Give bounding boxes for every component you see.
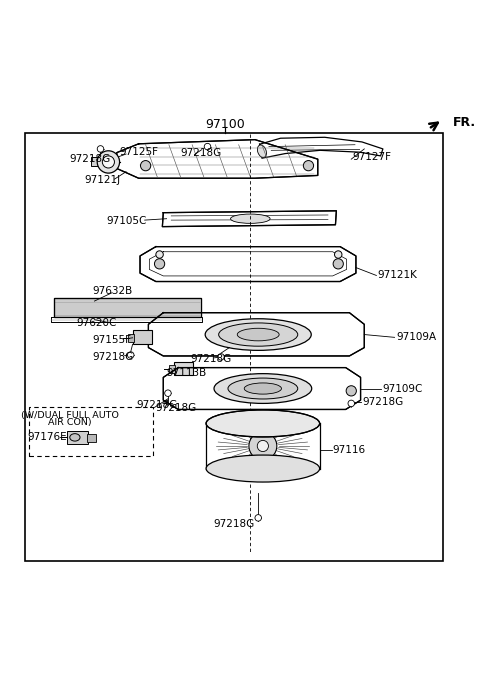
Circle shape (303, 161, 313, 171)
Bar (86, 434, 96, 442)
Text: 97109A: 97109A (396, 332, 436, 343)
Circle shape (249, 432, 277, 460)
Bar (68, 431, 88, 444)
Text: 97632B: 97632B (92, 286, 132, 295)
Circle shape (165, 390, 171, 397)
Text: 97218G: 97218G (214, 519, 255, 529)
Bar (91, 157, 103, 166)
Circle shape (128, 352, 134, 358)
Ellipse shape (205, 319, 311, 350)
Ellipse shape (244, 383, 281, 394)
Ellipse shape (70, 434, 80, 441)
Circle shape (333, 259, 343, 269)
Text: 97620C: 97620C (77, 318, 117, 328)
Text: 97218G: 97218G (93, 352, 133, 362)
Polygon shape (163, 367, 360, 410)
Circle shape (155, 259, 165, 269)
Polygon shape (148, 313, 364, 356)
Circle shape (255, 514, 262, 521)
Circle shape (141, 161, 151, 171)
Text: 97218G: 97218G (137, 400, 178, 410)
Circle shape (204, 144, 211, 150)
Bar (54, 298, 201, 317)
Text: 97127F: 97127F (353, 153, 392, 162)
Text: 97155F: 97155F (93, 334, 132, 345)
Text: (W/DUAL FULL AUTO: (W/DUAL FULL AUTO (21, 410, 119, 419)
Bar (174, 362, 193, 376)
Text: 97121J: 97121J (85, 175, 121, 185)
Text: 97218G: 97218G (190, 354, 231, 364)
Circle shape (335, 251, 342, 259)
Ellipse shape (206, 410, 320, 437)
Text: 97113B: 97113B (167, 368, 207, 378)
Circle shape (156, 251, 163, 259)
Circle shape (346, 386, 356, 396)
Circle shape (218, 354, 224, 360)
Circle shape (97, 150, 120, 173)
Text: 97121K: 97121K (377, 270, 417, 280)
Polygon shape (140, 247, 356, 282)
Ellipse shape (257, 145, 266, 157)
Ellipse shape (237, 328, 279, 341)
Text: 97218G: 97218G (156, 403, 197, 413)
Bar (54, 298, 201, 317)
Ellipse shape (230, 214, 270, 224)
Polygon shape (260, 137, 383, 158)
Bar (132, 330, 152, 344)
Text: 97218G: 97218G (362, 397, 403, 408)
Text: 97100: 97100 (205, 118, 245, 131)
Polygon shape (51, 317, 203, 321)
Text: 97218G: 97218G (69, 154, 110, 164)
Bar (169, 365, 175, 373)
Text: 97109C: 97109C (382, 384, 422, 393)
Polygon shape (162, 211, 336, 226)
Text: 97125F: 97125F (119, 147, 158, 157)
Ellipse shape (228, 378, 298, 399)
Text: 97176E: 97176E (27, 432, 67, 443)
Circle shape (97, 146, 104, 152)
Polygon shape (117, 140, 318, 179)
Ellipse shape (219, 323, 298, 346)
Circle shape (348, 400, 355, 407)
Circle shape (102, 156, 114, 168)
Circle shape (257, 440, 268, 451)
Text: FR.: FR. (453, 116, 476, 129)
Text: 97116: 97116 (333, 445, 366, 455)
Ellipse shape (214, 373, 312, 404)
Bar (128, 334, 133, 341)
Text: AIR CON): AIR CON) (48, 417, 92, 427)
Text: 97105C: 97105C (106, 216, 146, 226)
Text: 97218G: 97218G (180, 148, 221, 158)
Ellipse shape (206, 455, 320, 482)
